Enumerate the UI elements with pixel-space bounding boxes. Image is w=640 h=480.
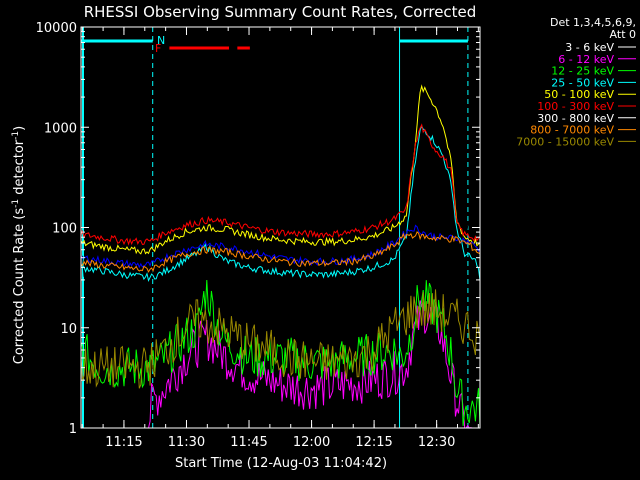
y-axis-label-sup2: -1: [11, 131, 21, 140]
y-tick-label: 10000: [36, 21, 77, 36]
y-axis-label-end: ): [12, 126, 27, 131]
y-tick-label: 10: [60, 322, 77, 337]
attenuator-info: Att 0: [610, 28, 636, 41]
x-tick-label: 11:30: [168, 435, 205, 450]
flare-flag-label: F: [155, 42, 161, 55]
series-6-12-kev: [81, 300, 480, 429]
y-tick-label: 1000: [44, 121, 77, 136]
legend-label: 50 - 100 keV: [544, 88, 614, 101]
legend-label: 300 - 800 keV: [537, 112, 614, 125]
ticks: 1 10 100 1000 10000 11:15 11:30 11:45 12:00 12:15…: [36, 21, 480, 450]
series-300-800-kev: [80, 224, 481, 269]
x-tick-label: 11:15: [105, 435, 142, 450]
legend-label: 25 - 50 keV: [551, 76, 614, 89]
legend-label: 6 - 12 keV: [558, 53, 614, 66]
series-layer: [80, 84, 481, 429]
flags: N F: [155, 34, 165, 55]
legend-label: 800 - 7000 keV: [530, 124, 614, 137]
y-tick-label: 1: [69, 422, 77, 437]
detector-info: Det 1,3,4,5,6,9,: [550, 16, 636, 29]
night-flag-label: N: [157, 34, 165, 47]
series-7000-15000-kev: [80, 289, 481, 389]
x-tick-label: 12:30: [418, 435, 455, 450]
y-axis-label-main: Corrected Count Rate (s: [12, 208, 27, 365]
chart-title: RHESSI Observing Summary Count Rates, Co…: [84, 3, 477, 21]
legend-label: 3 - 6 keV: [565, 41, 614, 54]
y-axis-label: Corrected Count Rate (s-1 detector-1): [11, 126, 27, 364]
legend-label: 100 - 300 keV: [537, 100, 614, 113]
y-tick-label: 100: [52, 222, 77, 237]
series-100-300-kev: [80, 123, 481, 246]
series-800-7000-kev: [80, 231, 481, 273]
legend-label: 12 - 25 keV: [551, 65, 614, 78]
x-tick-label: 12:15: [355, 435, 392, 450]
y-axis-label-sup1: -1: [11, 199, 21, 208]
legend-label: 7000 - 15000 keV: [516, 135, 614, 148]
x-tick-label: 11:45: [230, 435, 267, 450]
y-axis-label-mid: detector: [12, 139, 27, 199]
x-axis-label: Start Time (12-Aug-03 11:04:42): [175, 456, 387, 471]
x-tick-label: 12:00: [293, 435, 330, 450]
series-25-50-kev: [80, 124, 481, 282]
